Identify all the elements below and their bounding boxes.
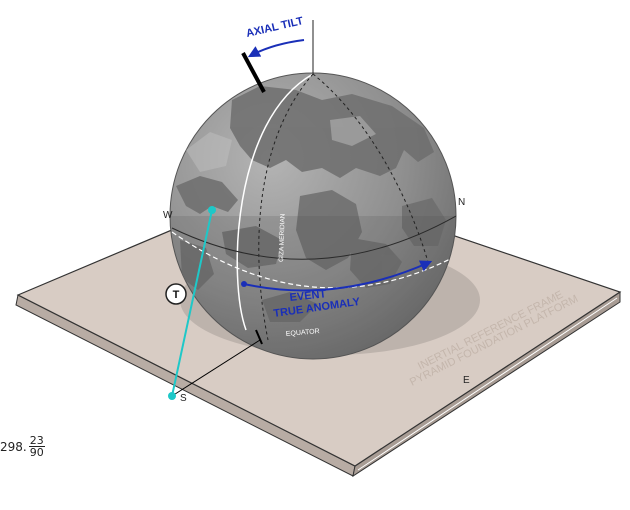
east-label: E [463,375,470,386]
t-marker-label: T [173,289,180,301]
side-fraction: 23 90 [28,434,45,459]
event-label: EVENT [289,288,327,304]
north-label: N [458,197,465,208]
side-measurement: 298. 23 90 [0,435,45,458]
side-denominator: 90 [29,446,44,459]
globe-meridians [171,73,456,341]
side-numerator: 23 [28,434,45,447]
axial-tilt-label: AXIAL TILT [245,15,305,40]
south-line [171,339,261,397]
event-start-point [241,281,247,287]
t-vector [171,209,213,397]
t-marker: T [165,283,187,305]
event-arc [243,260,433,292]
equator-label: EQUATOR [286,328,320,338]
axial-tilt-arrow [247,39,305,58]
globe [169,72,457,360]
giza-point [208,206,216,214]
west-label: W [163,210,173,221]
south-label: S [180,393,187,404]
south-point [168,392,176,400]
giza-meridian-label: GIZA MERIDIAN [278,213,287,262]
side-whole: 298. [0,439,27,454]
tilt-bar [241,52,266,93]
equator-tick [255,329,263,345]
